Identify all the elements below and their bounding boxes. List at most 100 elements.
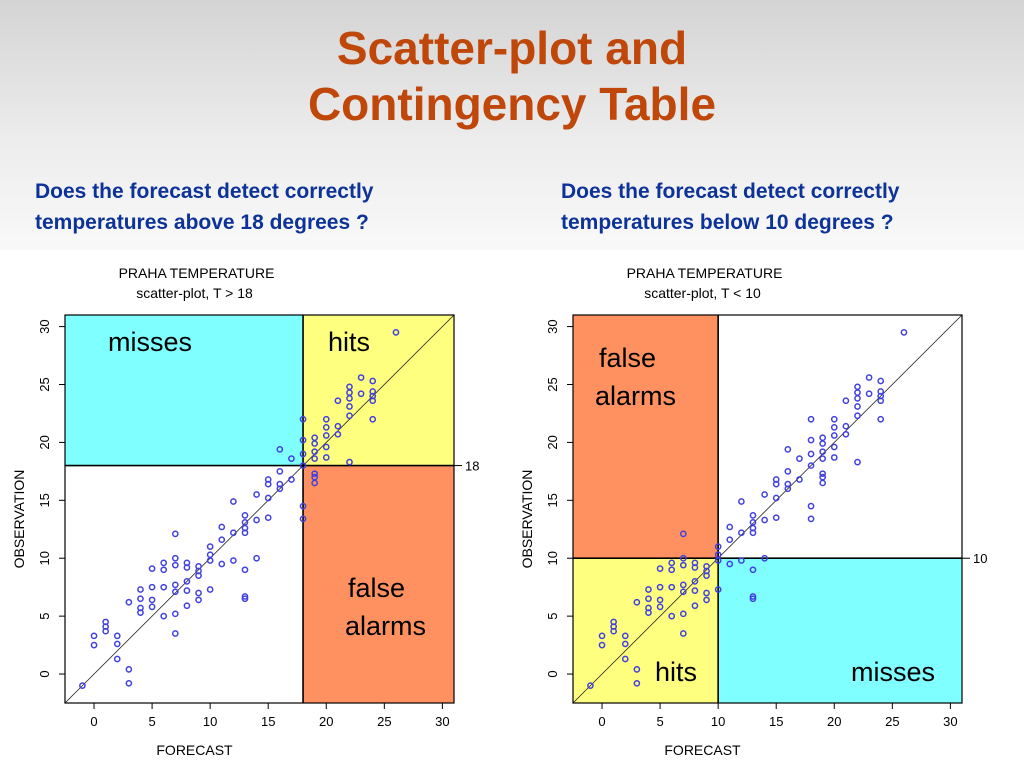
data-point	[842, 422, 850, 430]
data-point	[311, 434, 319, 442]
data-point	[311, 448, 319, 456]
chart-title: PRAHA TEMPERATURE	[119, 265, 275, 281]
region-label-line: hits	[328, 327, 370, 357]
region-label-hits: hits	[655, 657, 697, 687]
data-point	[253, 516, 260, 524]
data-point	[645, 586, 652, 593]
data-point	[656, 583, 664, 591]
data-point	[322, 454, 330, 461]
region-label-line: false	[348, 573, 405, 603]
data-point	[691, 578, 699, 585]
threshold-label: 18	[465, 459, 479, 474]
data-point	[656, 596, 664, 604]
data-point	[784, 468, 792, 475]
data-point	[691, 559, 699, 567]
data-point	[645, 604, 652, 612]
data-point	[703, 589, 710, 597]
data-point	[761, 554, 768, 562]
data-point	[171, 554, 179, 562]
data-point	[195, 596, 202, 604]
data-point	[807, 436, 815, 444]
data-point	[772, 476, 780, 483]
data-point	[299, 450, 307, 458]
data-point	[679, 610, 687, 618]
data-point	[633, 598, 641, 606]
x-tick-label: 25	[377, 714, 391, 729]
scatter-plot-above-18: 18 misses hits false alarms 0 5 10 15 20 25 30 0 5 10 1…	[11, 265, 479, 758]
data-point	[230, 498, 237, 505]
data-point	[819, 440, 827, 447]
data-point	[656, 603, 664, 611]
data-point	[357, 390, 365, 398]
x-tick-label: 30	[435, 714, 449, 729]
data-point	[854, 395, 861, 402]
data-point	[322, 415, 330, 423]
y-tick-label: 25	[37, 377, 52, 391]
data-point	[171, 610, 179, 618]
data-point	[714, 586, 722, 593]
region-label-false-alarms: false alarms	[595, 343, 676, 411]
data-point	[346, 412, 353, 420]
data-point	[369, 388, 377, 395]
data-point	[621, 640, 629, 648]
data-point	[807, 515, 815, 523]
region-label-misses: misses	[108, 327, 192, 357]
data-point	[772, 494, 780, 502]
data-point	[738, 529, 745, 537]
x-tick-label: 20	[319, 714, 333, 729]
data-point	[726, 523, 734, 531]
data-point	[369, 377, 377, 385]
data-point	[299, 436, 307, 444]
data-point	[171, 561, 179, 569]
data-point	[645, 595, 652, 603]
region-label-line: false	[599, 343, 656, 373]
data-point	[819, 448, 827, 456]
x-tick-label: 15	[261, 714, 275, 729]
question-left: Does the forecast detect correctly tempe…	[35, 176, 373, 238]
y-tick-label: 25	[545, 377, 560, 391]
data-point	[113, 655, 121, 663]
data-point	[299, 515, 307, 523]
data-point	[183, 602, 191, 610]
region-misses	[718, 558, 962, 703]
question-right-line-2: temperatures below 10 degrees ?	[561, 211, 894, 234]
data-point	[183, 578, 191, 585]
data-point	[241, 566, 249, 574]
data-point	[206, 586, 214, 593]
data-point	[230, 557, 237, 564]
x-tick-label: 10	[203, 714, 217, 729]
data-point	[668, 612, 676, 620]
data-point	[299, 415, 307, 423]
region-label-false-alarms: false alarms	[345, 573, 426, 641]
data-point	[749, 593, 757, 600]
chart-subtitle: scatter-plot, T < 10	[644, 285, 761, 301]
data-point	[819, 470, 827, 478]
data-point	[854, 389, 861, 396]
question-left-line-2: temperatures above 18 degrees ?	[35, 211, 369, 234]
region-label-misses: misses	[851, 657, 935, 687]
region-label-hits: hits	[328, 327, 370, 357]
data-point	[160, 583, 168, 591]
data-point	[679, 588, 687, 596]
data-point	[819, 479, 827, 487]
question-left-line-1: Does the forecast detect correctly	[35, 180, 374, 203]
x-tick-label: 0	[598, 714, 605, 729]
data-point	[311, 470, 319, 478]
data-point	[807, 502, 815, 510]
data-point	[137, 595, 144, 603]
y-tick-label: 5	[545, 613, 560, 620]
data-point	[865, 374, 873, 381]
data-point	[171, 530, 179, 538]
x-tick-label: 5	[656, 714, 663, 729]
data-point	[253, 491, 260, 498]
data-point	[171, 588, 179, 596]
x-tick-label: 15	[769, 714, 783, 729]
data-point	[125, 666, 133, 673]
x-tick-label: 5	[148, 714, 155, 729]
data-point	[218, 560, 226, 568]
data-point	[865, 390, 873, 398]
data-point	[714, 543, 722, 550]
data-point	[738, 557, 745, 564]
data-point	[125, 679, 133, 687]
data-point	[125, 598, 133, 606]
